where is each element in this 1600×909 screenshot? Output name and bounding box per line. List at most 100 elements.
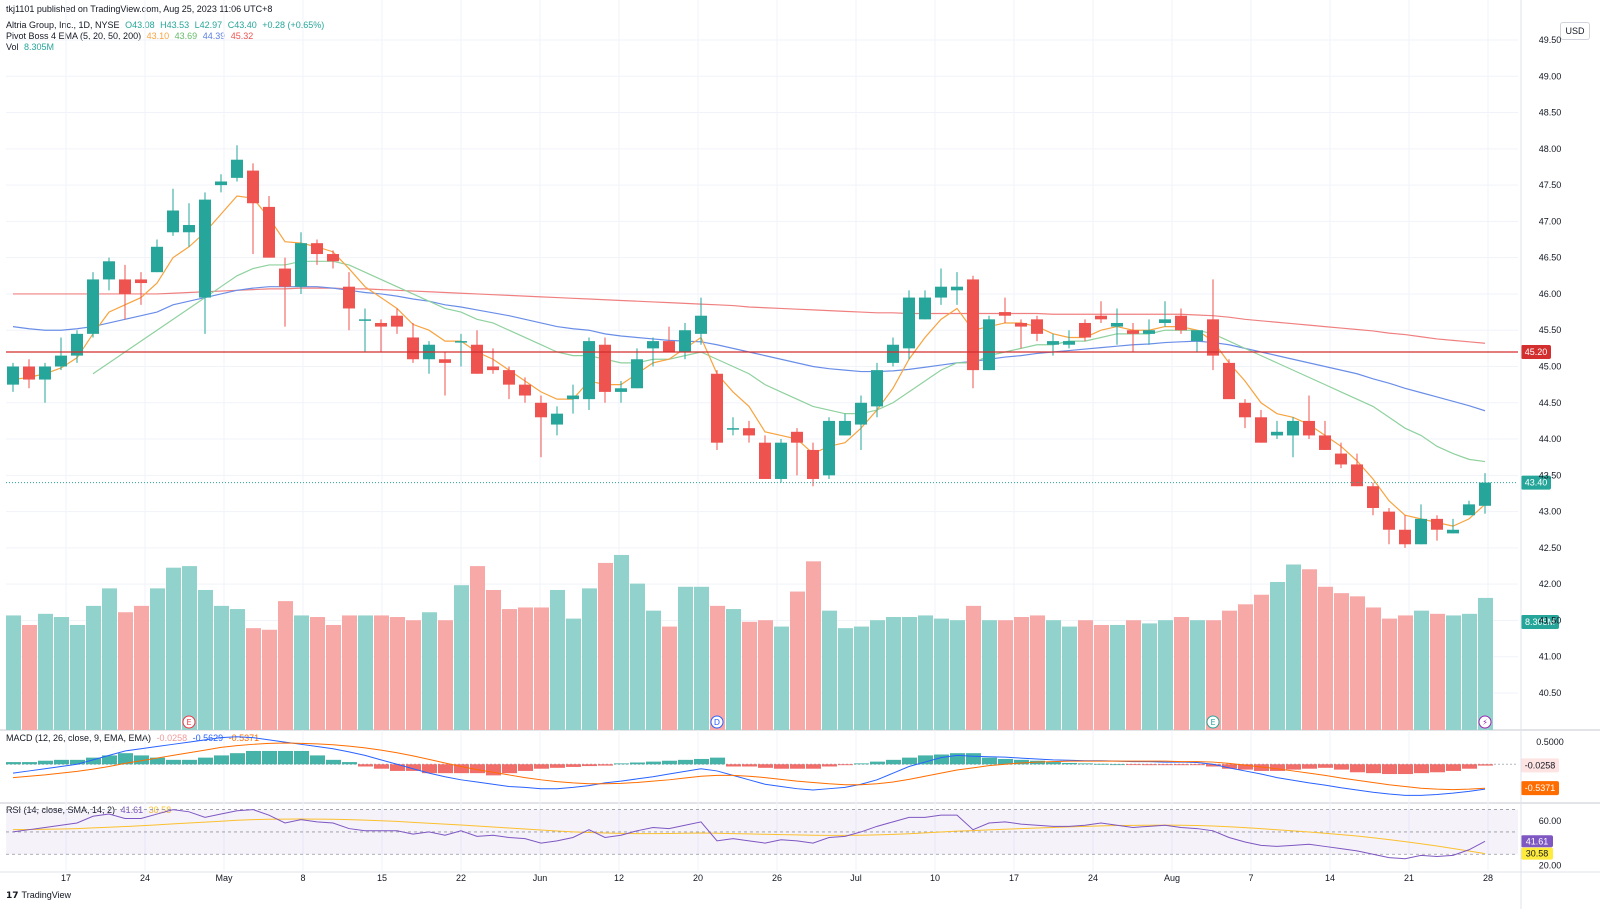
macd-hist-bar (22, 762, 37, 765)
rsi-ma-value-label-bg (1521, 847, 1553, 860)
price-tick-label: 43.00 (1539, 507, 1562, 517)
candle-body (983, 319, 995, 371)
volume-bar (198, 589, 213, 730)
candle-body (471, 344, 483, 374)
currency-button[interactable]: USD (1560, 22, 1590, 40)
candles (7, 145, 1491, 548)
macd-hist-bar (662, 760, 677, 765)
macd-hist-bar (774, 764, 789, 769)
close-value: C43.40 (227, 20, 257, 30)
time-tick-label: 7 (1248, 873, 1253, 883)
candle-body (23, 366, 35, 380)
macd-hist-bar (1206, 764, 1221, 767)
macd-hist-bar (870, 761, 885, 765)
candle-body (1319, 435, 1331, 450)
volume-bar (854, 626, 869, 730)
macd-hist-bar (38, 760, 53, 765)
rsi-value-label-bg (1521, 835, 1553, 848)
candle-body (1287, 420, 1299, 436)
volume-label[interactable]: Vol (6, 42, 19, 52)
macd-hist-bar (998, 758, 1013, 765)
candle-body (823, 420, 835, 476)
candle-body (1063, 341, 1075, 345)
macd-hist-bar (822, 764, 837, 767)
volume-bar (86, 605, 101, 730)
candle-body (887, 344, 899, 363)
volume-bar (1094, 624, 1109, 730)
macd-hist-bar (598, 764, 613, 766)
candle-body (487, 366, 499, 371)
volume-bar (342, 615, 357, 730)
rsi-label[interactable]: RSI (14, close, SMA, 14, 2) (6, 805, 116, 815)
low-value: L42.97 (194, 20, 223, 30)
macd-hist-bar (758, 764, 773, 768)
candle-body (855, 402, 867, 425)
macd-hist-bar (214, 755, 229, 765)
macd-hist-bar (1398, 764, 1413, 775)
macd-hist-bar (70, 759, 85, 765)
candle-body (263, 206, 275, 258)
rsi-line (12, 809, 1486, 860)
volume-bar (1254, 594, 1269, 730)
candle-body (1431, 518, 1443, 530)
price-tick-label: 49.50 (1539, 35, 1562, 45)
price-tick-label: 42.50 (1539, 543, 1562, 553)
macd-hist-label-bg (1521, 758, 1559, 773)
macd-hist-bar (1222, 764, 1237, 769)
candle-body (663, 341, 675, 352)
last-price-label: 43.40 (1525, 478, 1548, 488)
volume-bar (1286, 564, 1301, 730)
rsi-ma-value-label: 30.58 (1526, 849, 1549, 859)
candle-body (119, 279, 131, 294)
candle-body (1399, 529, 1411, 545)
volume-bar (742, 621, 757, 730)
symbol-title[interactable]: Altria Group, Inc., 1D, NYSE (6, 20, 120, 30)
candle-body (327, 254, 339, 262)
time-tick-label: 24 (1088, 873, 1098, 883)
candle-body (567, 395, 579, 400)
open-value: O43.08 (125, 20, 155, 30)
candle-body (1207, 319, 1219, 356)
macd-hist-bar (806, 764, 821, 769)
macd-hist-bar (358, 764, 373, 767)
macd-hist-bar (1270, 764, 1285, 771)
publisher-line: tkj1101 published on TradingView.com, Au… (6, 4, 273, 14)
time-tick-label: 10 (930, 873, 940, 883)
macd-signal-label: -0.5371 (1525, 783, 1556, 793)
macd-hist-bar (150, 757, 165, 765)
macd-hist-bar (486, 764, 501, 776)
price-tick-label: 49.00 (1539, 71, 1562, 81)
price-axis: 49.50 49.00 48.50 48.00 47.50 47.00 46.50 46.00… (1520, 0, 1562, 909)
volume-bar (1046, 620, 1061, 730)
macd-hist-bar (310, 755, 325, 765)
price-tick-label: 40.50 (1539, 688, 1562, 698)
volume-bar (406, 620, 421, 730)
volume-bar (118, 612, 133, 730)
macd-hist-bar (422, 764, 437, 774)
macd-hist-bar (1046, 762, 1061, 765)
event-marker (1206, 715, 1220, 729)
tradingview-brand[interactable]: 17 TradingView (6, 890, 71, 901)
macd-hist-bar (262, 750, 277, 765)
macd-hist-bar (518, 764, 533, 771)
macd-hist-bar (6, 762, 21, 765)
candle-body (727, 428, 739, 430)
candle-body (439, 359, 451, 363)
candle-body (1031, 319, 1043, 334)
macd-hist-bar (1318, 764, 1333, 768)
macd-label[interactable]: MACD (12, 26, close, 9, EMA, EMA) (6, 733, 152, 743)
brand-text: TradingView (21, 890, 72, 900)
ema-label[interactable]: Pivot Boss 4 EMA (5, 20, 50, 200) (6, 31, 142, 41)
macd-hist-bar (1334, 764, 1349, 770)
price-tick-label: 48.50 (1539, 108, 1562, 118)
macd-hist-value: -0.0258 (156, 733, 188, 743)
volume-bar (262, 629, 277, 730)
price-tick-label: 41.00 (1539, 652, 1562, 662)
volume-bar (278, 601, 293, 730)
rsi-legend: RSI (14, close, SMA, 14, 2) 41.61 30.58 (6, 805, 174, 815)
volume-bar (390, 617, 405, 730)
candle-body (1303, 420, 1315, 436)
macd-hist-bar (182, 759, 197, 765)
volume-bar (662, 626, 677, 730)
